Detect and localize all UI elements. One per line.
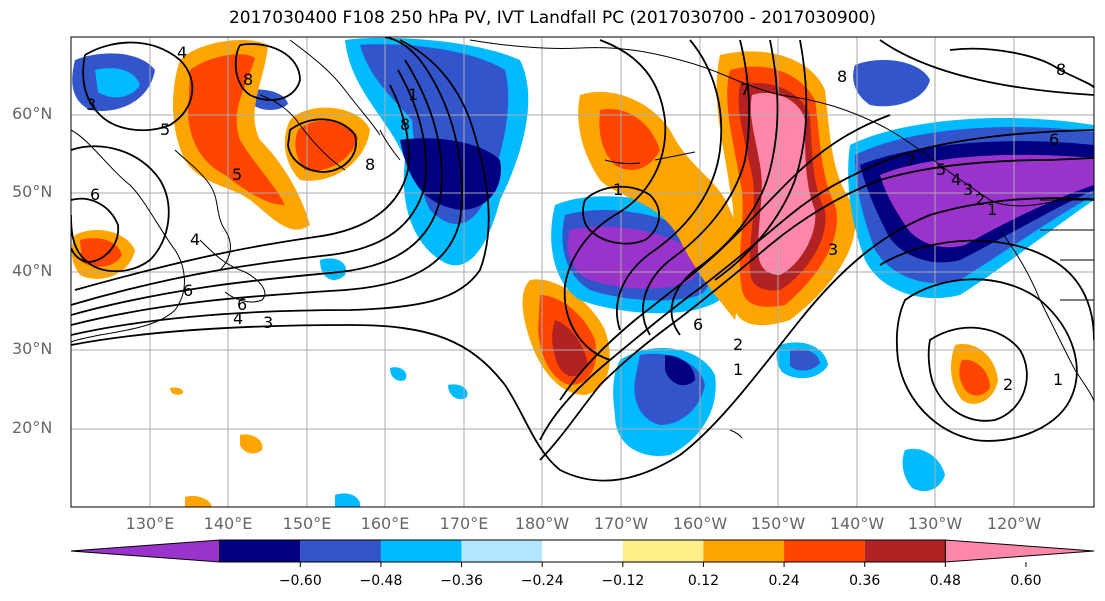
contour-label: 6 (693, 315, 703, 334)
colorbar-segment (864, 540, 946, 562)
colorbar-segment (300, 540, 381, 562)
contour-label: 5 (232, 165, 242, 184)
contour-label: 4 (177, 43, 187, 62)
colorbar (70, 539, 1095, 567)
colorbar-segment (219, 540, 301, 562)
lon-label: 160°E (360, 514, 410, 533)
ivt-contours (71, 37, 1094, 482)
contour-label: 1 (1053, 370, 1063, 389)
colorbar-tick-label: −0.24 (520, 573, 564, 589)
lon-label: 150°E (282, 514, 332, 533)
contour-label: 3 (828, 240, 838, 259)
lon-label: 160°W (672, 514, 728, 533)
map-title: 2017030400 F108 250 hPa PV, IVT Landfall… (228, 8, 876, 28)
colorbar-tick-label: 0.48 (929, 573, 961, 589)
contour-label: 1 (987, 200, 997, 219)
contour-label: 1 (613, 180, 623, 199)
contour-label: 8 (365, 155, 375, 174)
contour-label: 6 (1049, 130, 1059, 149)
lon-label: 120°W (986, 514, 1042, 533)
colorbar-tick-label: −0.12 (601, 573, 645, 589)
lat-label: 60°N (12, 104, 53, 123)
contour-label: 6 (237, 295, 247, 314)
lon-label: 130°E (125, 514, 175, 533)
contour-label: 4 (233, 309, 243, 328)
lon-label: 180°W (514, 514, 570, 533)
contour-label: 3 (263, 313, 273, 332)
colorbar-tick-label: 0.36 (849, 573, 881, 589)
colorbar-segment (542, 540, 623, 562)
contour-label: 2 (1003, 375, 1013, 394)
colorbar-segment (380, 540, 462, 562)
colorbar-extend-low (70, 539, 221, 563)
contour-label: 4 (190, 230, 200, 249)
contour-label: 5 (160, 120, 170, 139)
colorbar-segment (622, 540, 704, 562)
contour-label: 6 (90, 185, 100, 204)
lon-label: 140°E (203, 514, 253, 533)
contour-label: 6 (183, 281, 193, 300)
graticule (71, 37, 1094, 507)
contour-label: 1 (408, 85, 418, 104)
lon-label: 130°W (907, 514, 963, 533)
lon-label: 170°E (439, 514, 489, 533)
colorbar-tick-label: −0.60 (278, 573, 322, 589)
contour-label: 7 (906, 151, 916, 170)
contour-label: 1 (733, 360, 743, 379)
colorbar-tick-label: −0.48 (359, 573, 403, 589)
colorbar-segment (461, 540, 543, 562)
lat-label: 50°N (12, 182, 53, 201)
colorbar-tick-label: 0.24 (768, 573, 800, 589)
lat-label: 40°N (12, 261, 53, 280)
contour-label: 2 (975, 190, 985, 209)
colorbar-tick-label: 0.60 (1010, 573, 1042, 589)
contour-label: 3 (963, 180, 973, 199)
colorbar-tick-label: −0.36 (440, 573, 483, 589)
contour-label: 8 (1056, 60, 1066, 79)
lon-label: 150°W (750, 514, 806, 533)
map-frame (70, 36, 1095, 508)
colorbar-tick-label: 0.12 (687, 573, 720, 589)
lat-label: 20°N (12, 418, 53, 437)
contour-label: 5 (936, 160, 946, 179)
colorbar-segment (784, 540, 865, 562)
lon-label: 170°W (593, 514, 649, 533)
contour-label: 3 (86, 95, 96, 114)
colorbar-extend-high (944, 539, 1095, 563)
contour-label: 7 (740, 80, 750, 99)
contour-label: 8 (837, 67, 847, 86)
contour-label: 8 (400, 115, 410, 134)
contour-labels: 4 8 3 5 6 5 4 6 6 4 3 8 7 8 8 6 3 6 2 1 … (86, 43, 1066, 394)
contour-label: 2 (733, 335, 743, 354)
contour-label: 4 (951, 170, 961, 189)
colorbar-outline (219, 539, 946, 563)
colorbar-segment (703, 540, 785, 562)
lat-label: 30°N (12, 339, 53, 358)
contour-label: 8 (243, 70, 253, 89)
lon-label: 140°W (829, 514, 885, 533)
